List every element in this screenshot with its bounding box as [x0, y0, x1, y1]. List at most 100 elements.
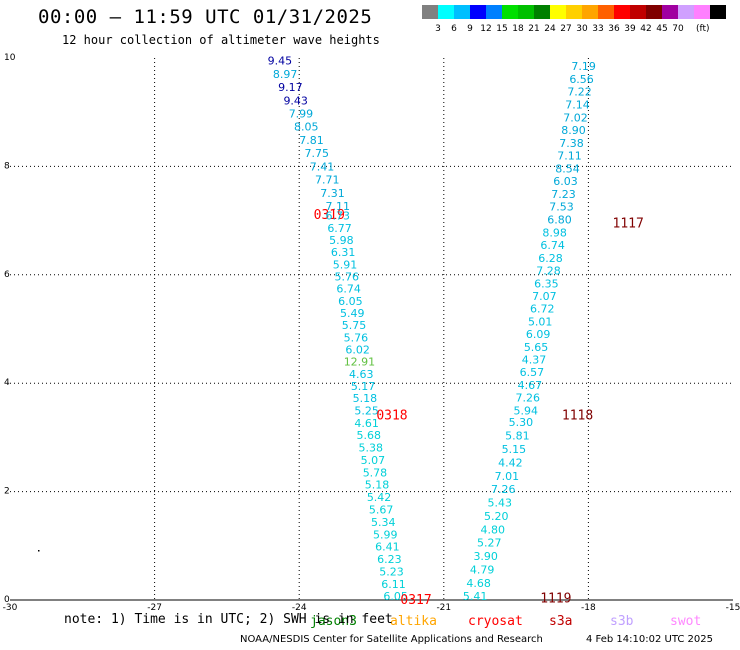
color-scale-label: 24 — [544, 24, 556, 34]
color-scale-swatch — [454, 5, 470, 19]
wave-height-label: 4.80 — [480, 523, 505, 536]
wave-height-label: 6.41 — [375, 541, 400, 554]
wave-height-label: 7.26 — [491, 483, 516, 496]
wave-height-label: 4.79 — [470, 563, 495, 576]
wave-height-label: 6.05 — [383, 590, 408, 603]
wave-height-label: 7.75 — [304, 147, 329, 160]
color-scale-label: 33 — [592, 24, 603, 34]
tick-labels: -30 -27 -24 -21 -18 -15 0 2 4 6 8 10 — [3, 53, 740, 613]
y-tick-label: 10 — [4, 53, 16, 63]
wave-height-label: 9.43 — [283, 94, 308, 107]
wave-height-label: 7.53 — [549, 201, 574, 214]
wave-height-label: 6.77 — [327, 222, 352, 235]
wave-height-label: 6.57 — [520, 366, 545, 379]
color-scale-swatch — [694, 5, 710, 19]
color-scale-swatch — [566, 5, 582, 19]
wave-height-label: 6.28 — [538, 252, 563, 265]
y-tick-label: 4 — [4, 378, 10, 388]
x-tick-label: -30 — [3, 603, 18, 613]
wave-height-label: 5.94 — [513, 404, 538, 417]
stray-point — [38, 550, 40, 552]
wave-height-label: 5.30 — [509, 416, 534, 429]
wave-height-label: 6.02 — [345, 343, 370, 356]
wave-height-label: 7.01 — [495, 470, 520, 483]
wave-height-label: 7.11 — [557, 150, 582, 163]
wave-height-label: 7.38 — [559, 137, 584, 150]
color-scale-swatch — [630, 5, 646, 19]
wave-height-label: 7.71 — [315, 174, 340, 187]
color-scale-label: 70 — [672, 24, 684, 34]
wave-height-label: 5.76 — [344, 331, 369, 344]
color-scale-label: 27 — [560, 24, 571, 34]
footer-timestamp: 4 Feb 14:10:02 UTC 2025 — [586, 634, 713, 645]
pass-time-label: 0317 — [400, 593, 431, 608]
wave-height-label: 5.07 — [361, 454, 386, 467]
footer-credit: NOAA/NESDIS Center for Satellite Applica… — [240, 634, 543, 645]
wave-height-label: 9.45 — [268, 55, 293, 68]
y-tick-label: 6 — [4, 270, 10, 280]
x-tick-label: -18 — [581, 603, 596, 613]
color-scale-label: 45 — [656, 24, 667, 34]
wave-height-label: 4.61 — [354, 417, 379, 430]
wave-height-label: 5.01 — [528, 315, 553, 328]
wave-height-label: 8.54 — [555, 162, 580, 175]
wave-height-label: 7.99 — [289, 108, 314, 121]
color-scale-label: 18 — [512, 24, 524, 34]
wave-height-label: 7.31 — [320, 187, 345, 200]
wave-height-label: 7.19 — [571, 60, 596, 73]
wave-height-label: 5.98 — [329, 234, 354, 247]
wave-height-label: 5.18 — [353, 392, 378, 405]
wave-height-label: 5.17 — [351, 380, 376, 393]
x-tick-label: -15 — [726, 603, 740, 613]
wave-height-label: 5.91 — [333, 258, 358, 271]
wave-height-label: 8.05 — [294, 121, 319, 134]
wave-height-label: 4.68 — [466, 577, 491, 590]
wave-height-label: 7.28 — [536, 265, 561, 278]
wave-height-label: 5.65 — [524, 341, 549, 354]
satellite-name: s3a — [549, 614, 572, 629]
color-scale-swatch — [550, 5, 566, 19]
satellite-tracks: 9.458.979.179.437.998.057.817.757.417.71… — [268, 55, 644, 608]
x-tick-label: -27 — [147, 603, 162, 613]
pass-time-label: 0318 — [376, 409, 407, 424]
wave-height-label: 7.22 — [567, 86, 592, 99]
wave-height-label: 7.23 — [551, 188, 576, 201]
wave-height-label: 6.23 — [377, 553, 402, 566]
wave-height-label: 7.41 — [310, 160, 335, 173]
wave-height-label: 5.41 — [463, 590, 488, 603]
wave-height-label: 6.09 — [526, 328, 551, 341]
wave-height-label: 6.11 — [381, 578, 406, 591]
pass-time-label: 0319 — [314, 208, 345, 223]
pass-time-label: 1119 — [540, 591, 571, 606]
wave-height-label: 5.23 — [379, 565, 404, 578]
y-tick-label: 0 — [4, 595, 10, 605]
wave-height-label: 5.20 — [484, 510, 509, 523]
wave-height-label: 5.15 — [502, 443, 527, 456]
wave-height-label: 9.17 — [278, 81, 303, 94]
chart-subtitle: 12 hour collection of altimeter wave hei… — [62, 33, 380, 47]
satellite-name: cryosat — [468, 614, 523, 629]
wave-height-label: 5.67 — [369, 503, 394, 516]
wave-height-label: 6.74 — [540, 239, 565, 252]
satellite-name: s3b — [610, 614, 634, 629]
wave-height-label: 4.37 — [522, 354, 547, 367]
wave-height-label: 7.11 — [326, 200, 351, 213]
color-scale-swatch — [518, 5, 534, 19]
color-scale-label: 3 — [435, 24, 441, 34]
color-scale-label: 30 — [576, 24, 588, 34]
pass-time-label: 1117 — [613, 216, 644, 231]
wave-height-label: 3.90 — [473, 550, 498, 563]
wave-height-label: 5.18 — [365, 479, 390, 492]
color-scale-unit: (ft) — [696, 24, 710, 34]
color-scale-swatch — [534, 5, 550, 19]
wave-height-label: 7.26 — [516, 392, 541, 405]
wave-height-label: 4.42 — [498, 456, 523, 469]
wave-height-label: 5.34 — [371, 516, 396, 529]
wave-height-label: 4.63 — [349, 368, 374, 381]
satellite-name: jason3 — [310, 614, 357, 629]
color-scale-label: 21 — [528, 24, 539, 34]
color-scale-legend: 3 6 9 12 15 18 21 24 27 30 33 36 39 42 45 70 (ft) — [422, 5, 726, 34]
wave-height-label: 6.74 — [336, 283, 361, 296]
wave-height-label: 6.35 — [534, 277, 559, 290]
